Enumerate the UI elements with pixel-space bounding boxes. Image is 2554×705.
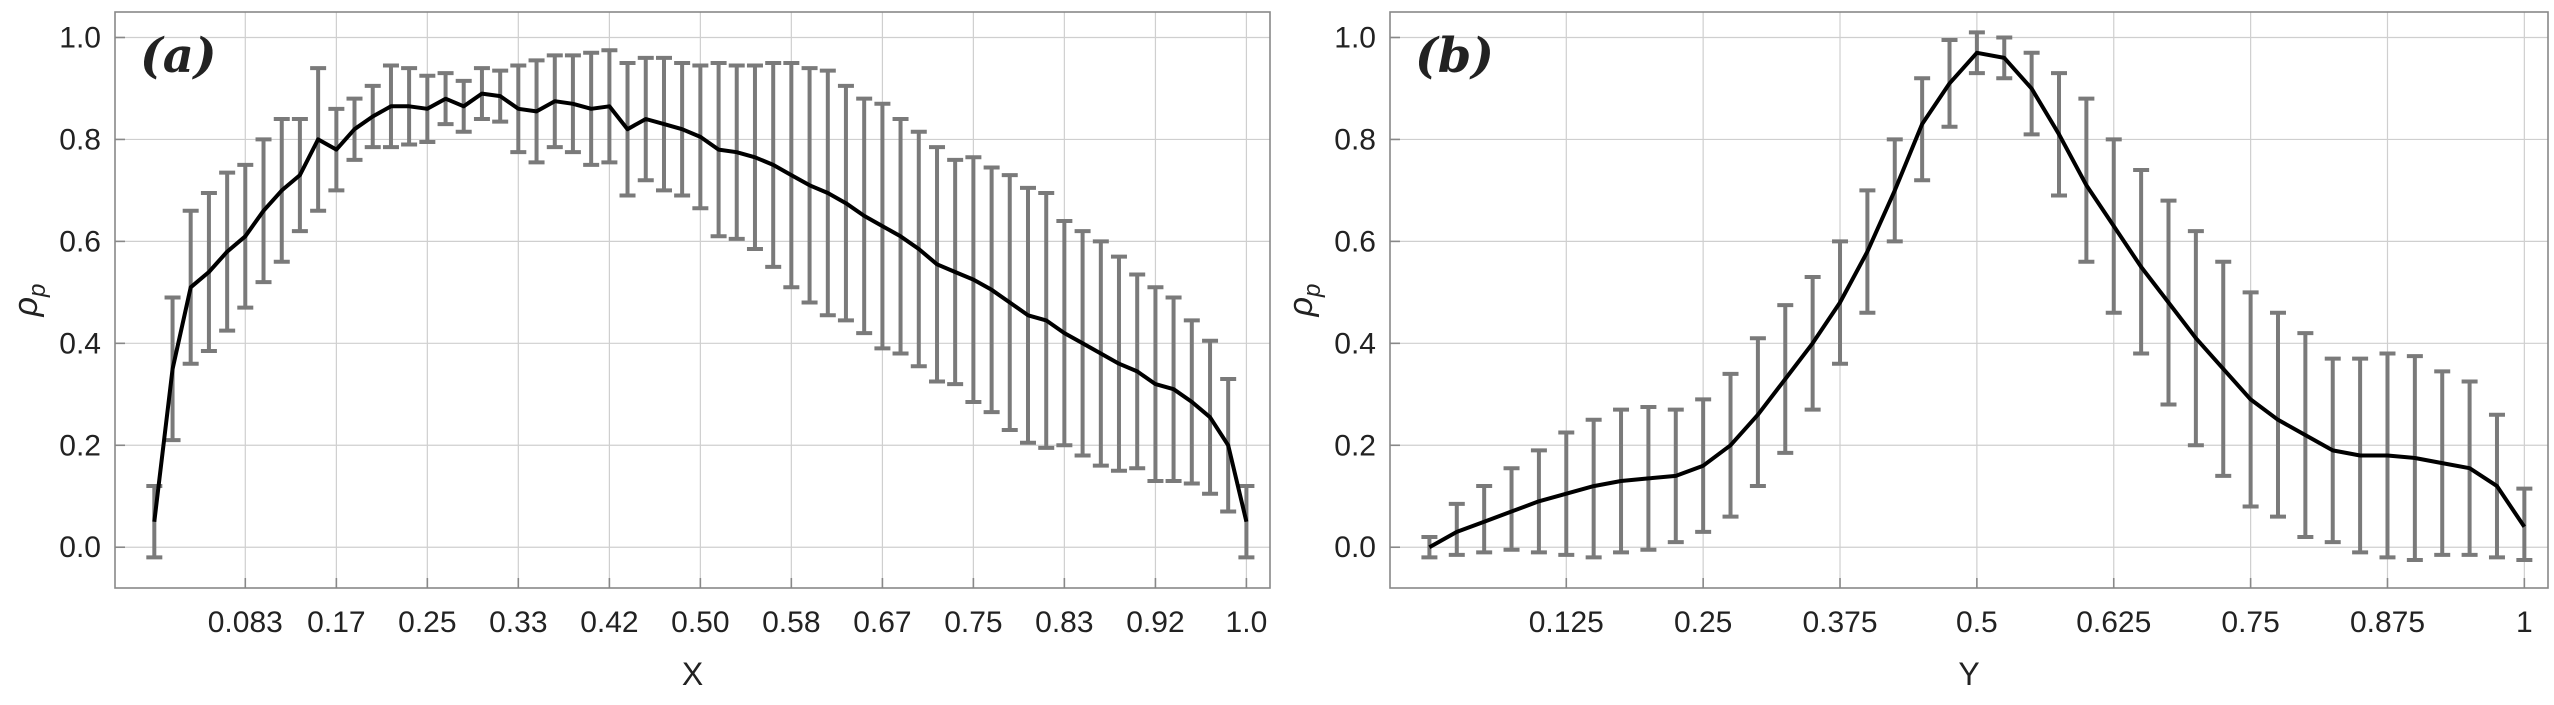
y-tick-label: 0.6 [1334,225,1376,258]
y-tick-label: 0.4 [1334,327,1376,360]
x-tick-label: 0.83 [1035,606,1093,639]
grid-b [1390,12,2548,588]
error-bar [1238,484,1255,560]
x-tick-label: 0.42 [580,606,638,639]
y-axis-label-a: ρp [7,284,51,318]
x-tick-label: 1 [2516,606,2533,639]
x-tick-label: 0.75 [944,606,1002,639]
series-line [1428,50,2526,549]
ticks-a: 0.083 0.17 0.25 0.33 0.42 0.50 0.58 0.67 0.75 0.8… [59,21,1267,639]
y-tick-label: 0.8 [1334,123,1376,156]
x-tick-label: 0.33 [489,606,547,639]
x-tick-label: 0.625 [2076,606,2151,639]
y-tick-label: 1.0 [1334,21,1376,54]
series-b [1428,50,2526,549]
error-bar [1476,484,1493,555]
x-tick-label: 0.125 [1529,606,1604,639]
x-tick-label: 0.083 [208,606,283,639]
plot-frame [114,11,1271,589]
x-tick-label: 0.875 [2350,606,2425,639]
y-tick-label: 1.0 [59,21,101,54]
x-tick-label: 0.25 [398,606,456,639]
frame-a [114,11,1271,589]
y-tick-label: 0.2 [59,429,101,462]
series-line [152,91,1249,523]
x-axis-label-b: Y [1958,656,1979,692]
x-axis-label-a: X [682,656,703,692]
x-tick-label: 0.92 [1126,606,1184,639]
y-tick-label: 0.6 [59,225,101,258]
x-tick-label: 0.75 [2221,606,2279,639]
y-axis-label-b: ρp [1282,284,1326,318]
panel-label-b: (b) [1415,28,1494,84]
y-tick-label: 0.2 [1334,429,1376,462]
error-bar [2023,50,2040,137]
x-tick-label: 0.375 [1802,606,1877,639]
error-bar [1585,417,1602,560]
x-tick-label: 0.25 [1674,606,1732,639]
x-tick-label: 0.17 [307,606,365,639]
plot-frame [1389,11,2549,589]
error-bar [2078,96,2095,264]
error-bar [1448,501,1465,557]
series-a [152,91,1249,523]
error-bar [1503,466,1520,552]
frame-b [1389,11,2549,589]
y-tick-label: 0.0 [1334,531,1376,564]
x-tick-label: 0.67 [853,606,911,639]
chart-panel-a: 0.083 0.17 0.25 0.33 0.42 0.50 0.58 0.67 0.75 0.8… [7,11,1271,692]
panel-label-a: (a) [140,28,217,84]
y-tick-label: 0.4 [59,327,101,360]
x-tick-label: 0.58 [762,606,820,639]
error-bar [2269,310,2286,519]
chart-panel-b: 0.125 0.25 0.375 0.5 0.625 0.75 0.875 1 0.0 0.2 0.… [1282,11,2549,692]
x-tick-label: 0.5 [1956,606,1998,639]
x-tick-label: 0.50 [671,606,729,639]
grid-a [115,12,1270,588]
x-tick-label: 1.0 [1226,606,1268,639]
y-tick-label: 0.8 [59,123,101,156]
y-tick-label: 0.0 [59,531,101,564]
error-bar [2133,168,2150,356]
ticks-b: 0.125 0.25 0.375 0.5 0.625 0.75 0.875 1 0.0 0.2 0.… [1334,21,2532,639]
